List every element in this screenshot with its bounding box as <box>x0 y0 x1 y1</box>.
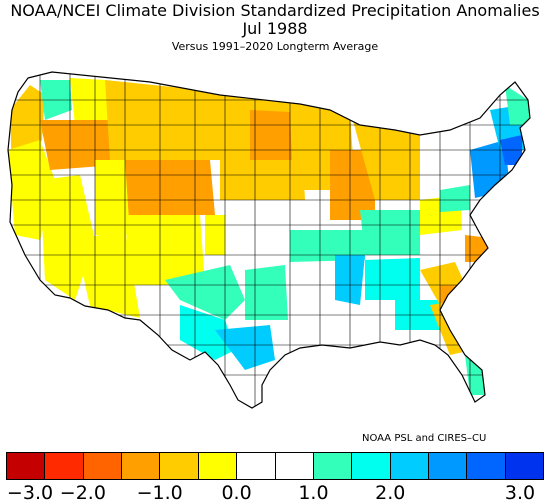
legend-swatch-13 <box>505 453 544 479</box>
map-title: NOAA/NCEI Climate Division Standardized … <box>10 1 540 20</box>
division-sc <box>440 285 460 310</box>
legend-tick-label: 2.0 <box>375 482 406 504</box>
us-outline <box>7 71 531 409</box>
division-boundaries <box>8 72 530 408</box>
division-or <box>40 120 115 170</box>
division-ut-az <box>125 215 205 285</box>
legend-swatch-10 <box>390 453 429 479</box>
legend-swatch-12 <box>467 453 506 479</box>
legend-tick-label: −1.0 <box>136 482 183 504</box>
division-sd-core <box>250 110 292 160</box>
legend-swatch-11 <box>428 453 468 479</box>
legend-tick-label: 1.0 <box>298 482 329 504</box>
division-co <box>205 215 225 255</box>
legend-swatch-5 <box>198 453 238 479</box>
legend-swatch-4 <box>160 453 199 479</box>
legend-tick-label: 3.0 <box>504 482 536 504</box>
division-ok-tx <box>245 265 288 320</box>
division-ca-south <box>75 230 140 318</box>
legend-swatch-9 <box>352 453 391 479</box>
legend-swatch-7 <box>275 453 314 479</box>
division-ms-al <box>365 258 420 300</box>
division-tx-west <box>180 305 235 360</box>
legend-swatch-3 <box>122 453 161 479</box>
legend-tick-label: −2.0 <box>59 482 106 504</box>
division-wa-east <box>70 78 110 125</box>
division-ia-il <box>330 150 375 220</box>
division-wi-mi <box>350 110 420 200</box>
division-tx-central <box>215 325 275 370</box>
data-credit: NOAA PSL and CIRES–CU <box>362 433 487 444</box>
division-ks-mo-south <box>290 230 365 262</box>
legend-tick-label: 0.0 <box>221 482 252 504</box>
legend-swatch-2 <box>83 453 123 479</box>
color-legend <box>6 452 544 480</box>
legend-tick-label: −3.0 <box>6 482 54 504</box>
division-ky-tn <box>360 210 420 255</box>
legend-swatch-6 <box>237 453 276 479</box>
division-fills <box>8 72 530 408</box>
division-nv <box>95 160 130 235</box>
legend-swatch-1 <box>45 453 84 479</box>
legend-swatch-0 <box>7 453 46 479</box>
division-pa <box>440 185 470 212</box>
division-me <box>505 85 530 125</box>
division-nc-east <box>465 235 490 262</box>
map-period: Jul 1988 <box>242 19 308 38</box>
division-wy <box>120 160 215 215</box>
division-ca-central <box>40 175 95 300</box>
legend-swatch-8 <box>313 453 353 479</box>
map-subtitle: Versus 1991–2020 Longterm Average <box>171 40 379 53</box>
